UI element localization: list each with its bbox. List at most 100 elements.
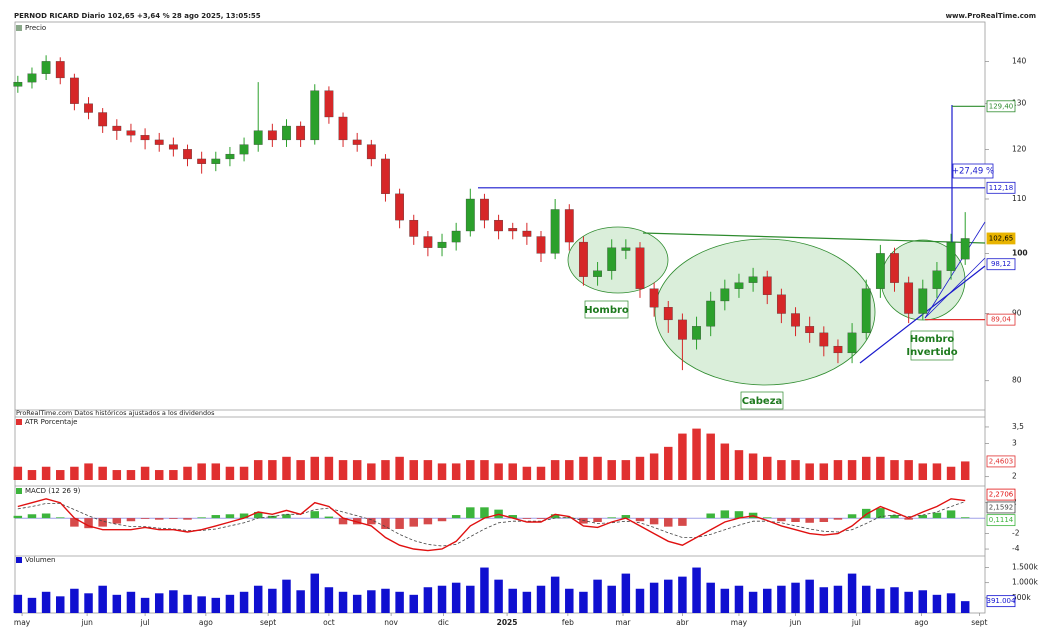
candle-body — [776, 294, 786, 314]
bar — [904, 591, 913, 613]
x-tick-label: dic — [438, 618, 449, 627]
candle-body — [395, 193, 404, 221]
histogram-bar — [480, 507, 489, 519]
bar — [763, 588, 772, 613]
bar — [27, 597, 37, 613]
y-tick-label: 500k — [1012, 593, 1031, 602]
candle-body — [480, 198, 489, 221]
candle-body — [748, 276, 758, 283]
panel-label: MACD (12 26 9) — [25, 487, 81, 495]
histogram-bar — [423, 518, 433, 525]
bar — [678, 433, 687, 480]
candle-body — [494, 219, 503, 232]
candle-body — [296, 125, 306, 141]
candle-body — [27, 73, 37, 83]
signal-line — [17, 501, 966, 547]
bar — [536, 466, 546, 480]
pattern-label: Hombro — [584, 305, 629, 316]
bar — [437, 463, 447, 480]
histogram-bar — [98, 518, 107, 527]
bar — [70, 466, 79, 480]
candle-body — [239, 144, 249, 155]
histogram-bar — [550, 514, 560, 519]
histogram-bar — [918, 515, 928, 519]
histogram-bar — [805, 518, 814, 523]
candle-body — [918, 288, 928, 314]
histogram-bar — [211, 515, 221, 519]
histogram-bar — [56, 517, 65, 519]
y-tick-label: 100 — [1012, 248, 1028, 257]
histogram-bar — [154, 518, 164, 520]
bar — [395, 456, 404, 480]
candle-body — [621, 247, 631, 251]
x-tick-label: sept — [260, 618, 276, 627]
bar — [211, 597, 221, 613]
bar — [932, 594, 942, 613]
x-tick-label: nov — [384, 618, 398, 627]
bar — [678, 576, 687, 613]
bar — [706, 433, 715, 480]
candle-body — [282, 125, 291, 141]
candle-body — [932, 270, 942, 289]
bar — [748, 453, 758, 480]
value-label: 98,12 — [991, 260, 1011, 268]
bar — [536, 585, 546, 613]
y-tick-label: -4 — [1012, 544, 1020, 553]
value-label: 89,04 — [991, 316, 1012, 324]
bar — [140, 597, 150, 613]
candle-body — [154, 139, 164, 145]
candle-body — [875, 253, 885, 289]
bar — [169, 590, 178, 613]
bar — [607, 460, 616, 480]
x-tick-label: jul — [851, 618, 861, 627]
bar — [861, 585, 871, 613]
candle-body — [140, 135, 150, 141]
candle-body — [423, 236, 433, 248]
candle-body — [946, 241, 956, 271]
site-name: www.ProRealTime.com — [946, 12, 1036, 20]
histogram-bar — [112, 518, 122, 524]
head-ellipse — [654, 238, 876, 386]
bar — [381, 460, 390, 480]
bar — [763, 456, 772, 480]
value-box — [986, 595, 1016, 608]
candle-body — [734, 282, 744, 289]
bar — [918, 590, 928, 613]
bar — [423, 460, 433, 480]
x-tick-label: may — [731, 618, 748, 627]
y-tick-label: 3 — [1012, 439, 1017, 448]
bar — [310, 456, 320, 480]
y-tick-label: 140 — [1012, 56, 1027, 65]
candle-body — [55, 61, 65, 79]
candle-body — [536, 236, 546, 254]
bar — [140, 466, 150, 480]
bar — [268, 588, 277, 613]
bar — [706, 582, 715, 613]
label-box — [910, 330, 954, 361]
bar — [437, 585, 447, 613]
bar — [13, 594, 23, 613]
histogram-bar — [13, 515, 23, 519]
x-tick-label: mar — [616, 618, 632, 627]
pattern-label: Invertido — [906, 347, 957, 358]
bar — [268, 460, 277, 480]
bar — [98, 466, 107, 480]
value-label: 102,65 — [989, 234, 1014, 242]
x-tick-label: oct — [323, 618, 335, 627]
histogram-bar — [960, 517, 970, 519]
pattern-label: Hombro — [910, 334, 955, 345]
bar — [423, 587, 433, 613]
bar — [932, 463, 942, 480]
histogram-bar — [720, 510, 730, 519]
legend-swatch — [16, 488, 22, 494]
y-tick-label: 130 — [1012, 99, 1027, 108]
bar — [324, 456, 334, 480]
y-tick-label: 2 — [1012, 472, 1017, 481]
histogram-bar — [324, 516, 334, 519]
value-label: 129,40 — [989, 102, 1014, 110]
bar — [960, 461, 970, 480]
histogram-bar — [607, 517, 616, 519]
x-tick-label: ago — [914, 618, 928, 627]
bar — [197, 463, 206, 480]
panel-label: Precio — [25, 24, 46, 32]
